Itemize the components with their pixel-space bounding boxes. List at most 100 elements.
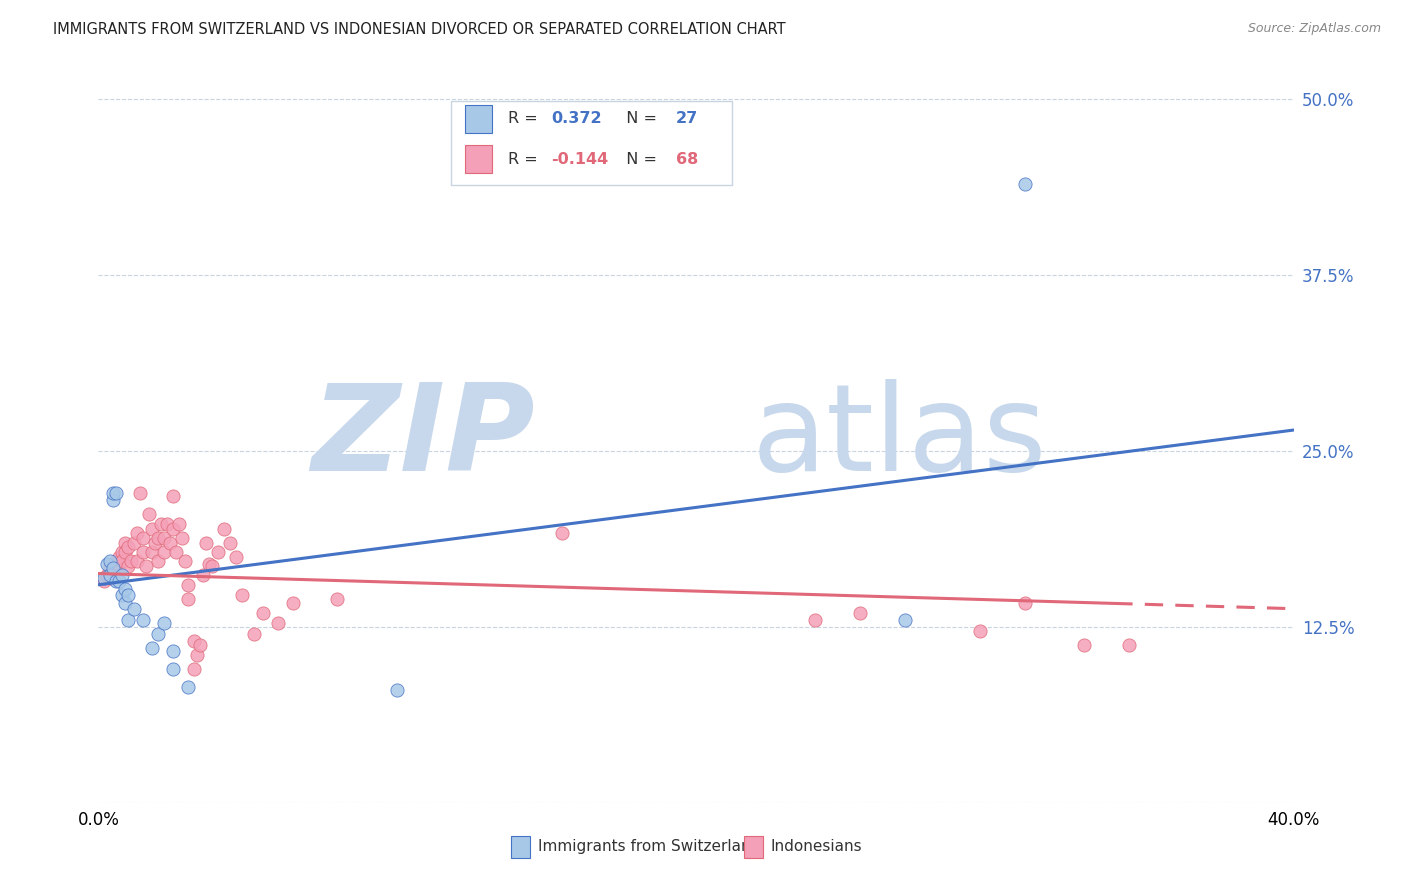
Text: 27: 27 <box>676 112 697 126</box>
Point <box>225 549 247 564</box>
Point <box>894 613 917 627</box>
Point <box>111 588 134 602</box>
Text: N =: N = <box>616 112 662 126</box>
Point <box>108 574 131 588</box>
Point <box>129 486 152 500</box>
Point <box>167 517 190 532</box>
Point <box>93 574 115 588</box>
Point <box>117 559 139 574</box>
Point <box>186 648 208 662</box>
Point <box>141 521 163 535</box>
Point <box>188 638 211 652</box>
Point <box>326 591 349 606</box>
Point <box>183 662 205 676</box>
Point <box>148 554 170 568</box>
Text: 0.372: 0.372 <box>551 112 602 126</box>
Point <box>105 554 128 568</box>
Point <box>162 489 184 503</box>
Point <box>132 532 155 546</box>
Point <box>198 557 221 571</box>
Point <box>98 571 122 585</box>
Text: IMMIGRANTS FROM SWITZERLAND VS INDONESIAN DIVORCED OR SEPARATED CORRELATION CHAR: IMMIGRANTS FROM SWITZERLAND VS INDONESIA… <box>53 22 786 37</box>
Point <box>127 554 149 568</box>
Point <box>96 557 118 571</box>
FancyBboxPatch shape <box>451 101 733 185</box>
Point <box>165 545 187 559</box>
Point <box>132 613 155 627</box>
Point <box>98 559 122 574</box>
Point <box>98 554 122 568</box>
Point <box>124 601 146 615</box>
Point <box>804 613 827 627</box>
Point <box>162 662 184 676</box>
Text: R =: R = <box>509 152 543 167</box>
Point <box>159 535 181 549</box>
Point <box>96 568 118 582</box>
Point <box>108 549 131 564</box>
Point <box>207 545 229 559</box>
Point <box>111 545 134 559</box>
Point <box>141 641 163 656</box>
Point <box>103 486 125 500</box>
Point <box>120 554 142 568</box>
Point <box>177 578 200 592</box>
Point <box>1014 177 1036 191</box>
Text: Source: ZipAtlas.com: Source: ZipAtlas.com <box>1247 22 1381 36</box>
Point <box>1118 638 1140 652</box>
Point <box>117 540 139 554</box>
Point <box>550 525 572 540</box>
Point <box>201 559 224 574</box>
Point <box>148 532 170 546</box>
Point <box>191 568 214 582</box>
Point <box>172 532 194 546</box>
Point <box>117 613 139 627</box>
Point <box>183 634 205 648</box>
Point <box>114 596 136 610</box>
Point <box>111 554 134 568</box>
Point <box>127 525 149 540</box>
Point <box>124 535 146 549</box>
Point <box>98 568 122 582</box>
Point <box>105 568 128 582</box>
Text: -0.144: -0.144 <box>551 152 609 167</box>
Point <box>177 681 200 695</box>
Point <box>114 545 136 559</box>
Point <box>212 521 235 535</box>
Text: ZIP: ZIP <box>311 378 534 496</box>
Point <box>153 545 176 559</box>
Point <box>114 535 136 549</box>
Point <box>162 521 184 535</box>
Text: R =: R = <box>509 112 543 126</box>
Point <box>162 644 184 658</box>
Point <box>281 596 304 610</box>
Point <box>141 545 163 559</box>
Text: Indonesians: Indonesians <box>770 839 862 855</box>
Point <box>114 582 136 596</box>
Point <box>103 561 125 575</box>
Point <box>93 571 115 585</box>
Point <box>1014 596 1036 610</box>
Text: N =: N = <box>616 152 662 167</box>
Point <box>105 486 128 500</box>
Point <box>105 574 128 588</box>
Text: atlas: atlas <box>751 378 1047 496</box>
Point <box>243 627 266 641</box>
Point <box>1073 638 1095 652</box>
Point <box>103 493 125 508</box>
Point <box>195 535 218 549</box>
Point <box>135 559 157 574</box>
Point <box>111 568 134 582</box>
Point <box>153 615 176 630</box>
Point <box>138 508 160 522</box>
Point <box>150 517 173 532</box>
FancyBboxPatch shape <box>744 836 763 858</box>
Point <box>153 532 176 546</box>
Point <box>849 606 872 620</box>
Point <box>174 554 197 568</box>
Point <box>231 588 253 602</box>
Point <box>117 588 139 602</box>
Point <box>143 535 166 549</box>
Point <box>156 517 179 532</box>
Point <box>103 571 125 585</box>
Point <box>148 627 170 641</box>
